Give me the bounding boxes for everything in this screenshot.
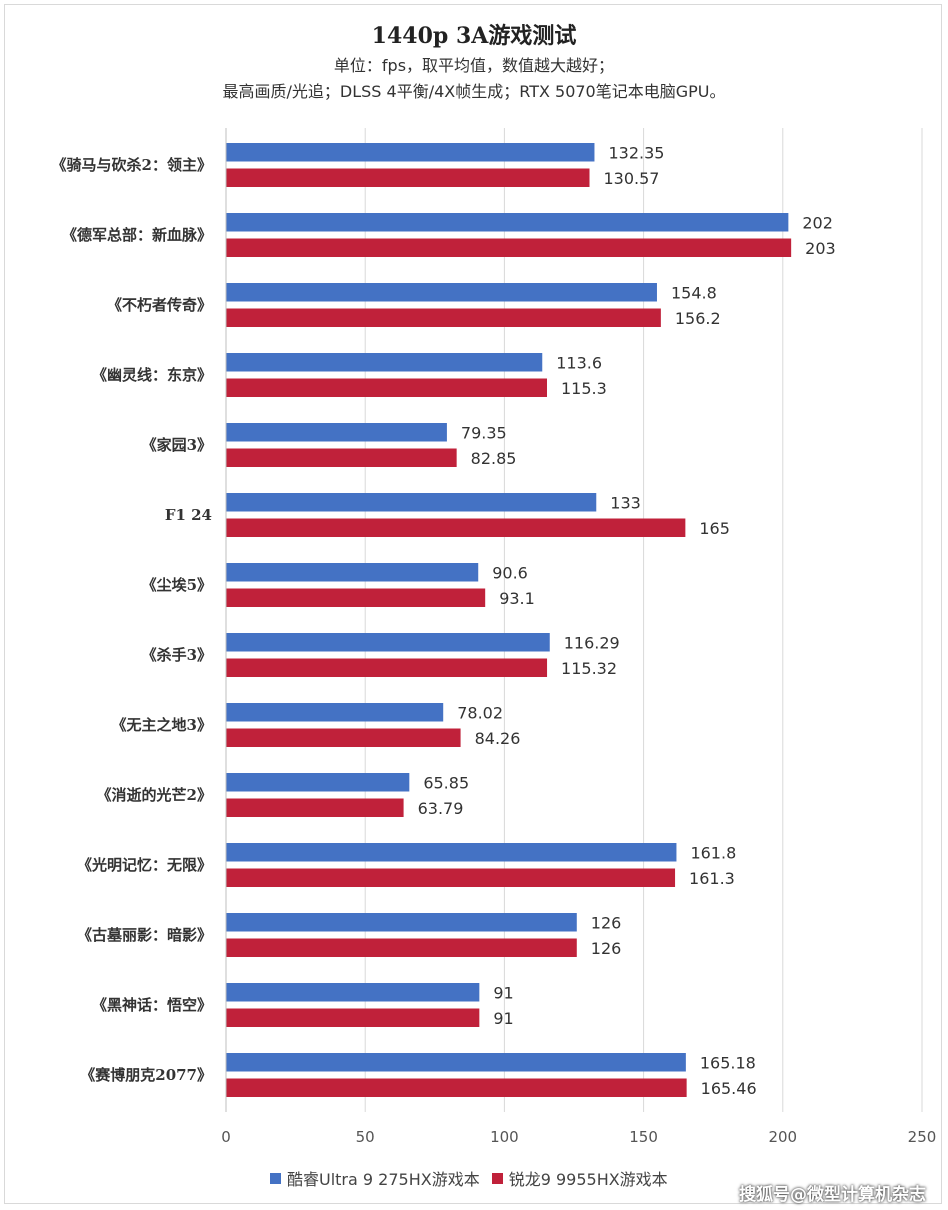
data-label-1-7: 90.6 bbox=[492, 564, 528, 583]
data-label-1-4: 113.6 bbox=[556, 354, 602, 373]
data-label-1-6: 133 bbox=[610, 494, 641, 513]
chart-legend: 酷睿Ultra 9 275HX游戏本 锐龙9 9955HX游戏本 bbox=[270, 1166, 680, 1190]
bar-2-10 bbox=[226, 798, 404, 817]
category-label-7: 《尘埃5》 bbox=[142, 576, 212, 594]
bar-2-5 bbox=[226, 448, 457, 467]
category-label-1: 《骑马与砍杀2：领主》 bbox=[52, 156, 212, 174]
legend-item-series-1: 酷睿Ultra 9 275HX游戏本 bbox=[270, 1166, 480, 1190]
bar-2-6 bbox=[226, 518, 686, 537]
bar-1-2 bbox=[226, 213, 789, 232]
data-label-1-14: 165.18 bbox=[700, 1054, 756, 1073]
data-label-2-13: 91 bbox=[493, 1009, 513, 1028]
data-label-2-5: 82.85 bbox=[471, 449, 517, 468]
bar-2-2 bbox=[226, 238, 792, 257]
bar-1-7 bbox=[226, 563, 479, 582]
bar-chart: 0 50 100 150 200 250 132.35 130.57 《骑马与砍杀2：领主》 20… bbox=[52, 128, 937, 1146]
bar-1-8 bbox=[226, 633, 550, 652]
category-label-10: 《消逝的光芒2》 bbox=[97, 786, 212, 804]
data-label-1-3: 154.8 bbox=[671, 284, 717, 303]
category-label-14: 《赛博朋克2077》 bbox=[80, 1066, 212, 1084]
category-label-2: 《德军总部：新血脉》 bbox=[62, 226, 212, 244]
data-label-1-5: 79.35 bbox=[461, 424, 507, 443]
category-label-3: 《不朽者传奇》 bbox=[107, 296, 212, 314]
legend-swatch-series-1 bbox=[270, 1172, 281, 1184]
data-label-1-9: 78.02 bbox=[457, 704, 503, 723]
bar-2-7 bbox=[226, 588, 486, 607]
category-label-11: 《光明记忆：无限》 bbox=[77, 856, 212, 874]
bar-1-12 bbox=[226, 913, 577, 932]
data-label-1-1: 132.35 bbox=[608, 144, 664, 163]
data-label-2-2: 203 bbox=[805, 239, 836, 258]
data-label-2-4: 115.3 bbox=[561, 379, 607, 398]
x-tick-label-200: 200 bbox=[768, 1128, 797, 1146]
legend-label-series-1: 酷睿Ultra 9 275HX游戏本 bbox=[287, 1170, 480, 1189]
data-label-2-11: 161.3 bbox=[689, 869, 735, 888]
category-label-13: 《黑神话：悟空》 bbox=[92, 996, 212, 1014]
data-label-2-9: 84.26 bbox=[475, 729, 521, 748]
bar-1-9 bbox=[226, 703, 444, 722]
legend-label-series-2: 锐龙9 9955HX游戏本 bbox=[508, 1170, 668, 1189]
bar-1-14 bbox=[226, 1053, 686, 1072]
bar-2-3 bbox=[226, 308, 661, 327]
category-label-8: 《杀手3》 bbox=[142, 646, 212, 664]
data-label-1-10: 65.85 bbox=[423, 774, 469, 793]
data-label-2-3: 156.2 bbox=[675, 309, 721, 328]
bar-1-13 bbox=[226, 983, 480, 1002]
bar-2-12 bbox=[226, 938, 577, 957]
bar-1-6 bbox=[226, 493, 597, 512]
category-label-4: 《幽灵线：东京》 bbox=[92, 366, 212, 384]
bar-1-3 bbox=[226, 283, 657, 302]
category-label-9: 《无主之地3》 bbox=[112, 716, 212, 734]
bar-1-4 bbox=[226, 353, 543, 372]
x-tick-label-100: 100 bbox=[490, 1128, 519, 1146]
bar-1-10 bbox=[226, 773, 410, 792]
data-label-2-10: 63.79 bbox=[418, 799, 464, 818]
legend-item-series-2: 锐龙9 9955HX游戏本 bbox=[491, 1166, 668, 1190]
data-label-1-13: 91 bbox=[493, 984, 513, 1003]
chart-subtitle-line-2: 最高画质/光追；DLSS 4平衡/4X帧生成；RTX 5070笔记本电脑GPU。 bbox=[222, 82, 726, 101]
bar-2-4 bbox=[226, 378, 547, 397]
x-tick-label-250: 250 bbox=[908, 1128, 937, 1146]
x-tick-label-0: 0 bbox=[221, 1128, 231, 1146]
legend-swatch-series-2 bbox=[491, 1172, 503, 1184]
watermark: 搜狐号@微型计算机杂志 bbox=[739, 1185, 926, 1205]
bar-2-14 bbox=[226, 1078, 687, 1097]
x-tick-label-150: 150 bbox=[629, 1128, 658, 1146]
data-label-2-14: 165.46 bbox=[701, 1079, 757, 1098]
data-label-2-1: 130.57 bbox=[604, 169, 660, 188]
chart-subtitle-line-1: 单位：fps，取平均值，数值越大越好； bbox=[333, 56, 615, 75]
bar-2-9 bbox=[226, 728, 461, 747]
data-label-2-6: 165 bbox=[699, 519, 730, 538]
data-label-2-8: 115.32 bbox=[561, 659, 617, 678]
data-label-1-12: 126 bbox=[591, 914, 622, 933]
bar-1-1 bbox=[226, 143, 595, 162]
category-label-12: 《古墓丽影：暗影》 bbox=[77, 926, 212, 944]
x-tick-label-50: 50 bbox=[356, 1128, 375, 1146]
data-label-1-8: 116.29 bbox=[564, 634, 620, 653]
data-label-1-2: 202 bbox=[802, 214, 833, 233]
bar-2-1 bbox=[226, 168, 590, 187]
data-label-2-7: 93.1 bbox=[499, 589, 535, 608]
bar-2-13 bbox=[226, 1008, 480, 1027]
bar-2-11 bbox=[226, 868, 676, 887]
bar-1-11 bbox=[226, 843, 677, 862]
chart-title: 1440p 3A游戏测试 bbox=[371, 23, 577, 49]
bar-1-5 bbox=[226, 423, 447, 442]
category-label-6: F1 24 bbox=[165, 506, 212, 524]
bar-2-8 bbox=[226, 658, 548, 677]
data-label-1-11: 161.8 bbox=[690, 844, 736, 863]
data-label-2-12: 126 bbox=[591, 939, 622, 958]
category-label-5: 《家园3》 bbox=[142, 436, 212, 454]
